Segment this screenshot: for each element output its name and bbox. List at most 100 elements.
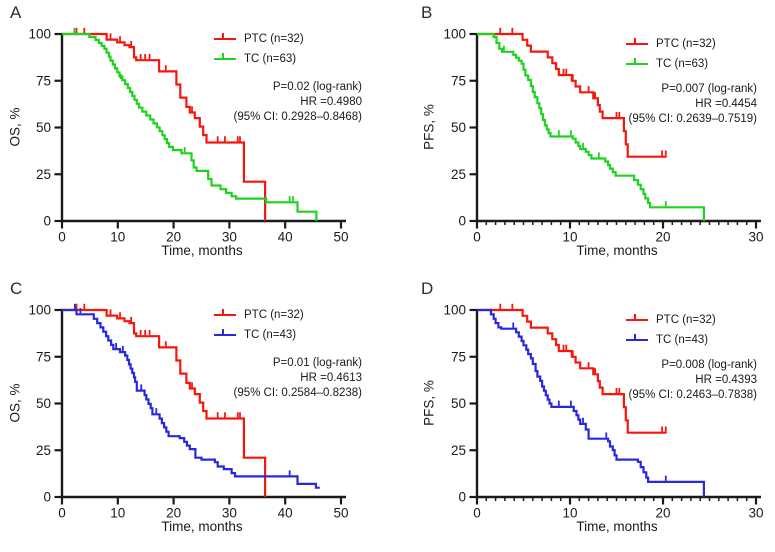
stats-annotation: P=0.02 (log-rank) HR =0.4980 (95% CI: 0.…	[233, 80, 362, 125]
legend-item-tc: TC (n=63)	[626, 54, 716, 74]
km-curve-ptc	[62, 308, 267, 497]
km-plot-d: 0 25 50 75 100 0 10 20 30	[443, 303, 763, 521]
x-axis-title: Time, months	[576, 243, 658, 258]
legend-line-tc-icon	[214, 329, 236, 337]
legend-label-ptc: PTC (n=32)	[656, 38, 716, 50]
x-tick-label: 0	[58, 506, 66, 521]
confidence-interval: (95% CI: 0.2463–0.7838)	[628, 389, 757, 401]
km-curve-tc	[477, 32, 705, 221]
y-tick-label: 100	[443, 303, 466, 318]
y-tick-label: 25	[451, 167, 466, 182]
x-tick-label: 0	[473, 230, 481, 245]
legend-label-tc: TC (n=43)	[656, 334, 709, 346]
legend-label-ptc: PTC (n=32)	[244, 33, 304, 45]
y-axis-title: PFS, %	[421, 104, 437, 150]
panel-d: D 0 25 50 75 100 0 10 20 30 PFS, % Time, months …	[388, 276, 775, 552]
x-tick-label: 10	[562, 230, 577, 245]
x-tick-label: 20	[655, 230, 670, 245]
x-axis-title: Time, months	[161, 519, 243, 534]
x-tick-label: 40	[278, 230, 293, 245]
legend-line-ptc-icon	[214, 309, 236, 317]
y-tick-label: 75	[451, 73, 466, 88]
x-tick-label: 30	[222, 230, 237, 245]
x-tick-label: 20	[166, 230, 181, 245]
legend-line-ptc-icon	[626, 38, 648, 46]
legend: PTC (n=32) TC (n=63)	[626, 34, 716, 74]
y-axis-title: OS, %	[7, 107, 23, 147]
y-tick-label: 50	[36, 120, 51, 135]
legend-label-ptc: PTC (n=32)	[244, 309, 304, 321]
panel-c: C 0 25 50 75 100 0 10 20 30 40 50 OS, % Time, mont…	[0, 276, 387, 552]
x-tick-label: 50	[333, 230, 348, 245]
x-tick-label: 30	[748, 506, 763, 521]
x-axis-title: Time, months	[161, 243, 243, 258]
x-tick-label: 40	[278, 506, 293, 521]
legend-label-tc: TC (n=43)	[244, 329, 297, 341]
legend-item-tc: TC (n=63)	[214, 49, 304, 69]
y-tick-label: 25	[36, 443, 51, 458]
x-axis-title: Time, months	[576, 519, 658, 534]
p-value: P=0.02 (log-rank)	[272, 81, 362, 93]
y-tick-label: 100	[28, 303, 51, 318]
km-curve-ptc	[477, 32, 667, 158]
x-tick-label: 10	[110, 230, 125, 245]
panel-label-c: C	[10, 279, 23, 298]
legend-item-ptc: PTC (n=32)	[626, 310, 716, 330]
x-tick-label: 0	[473, 506, 481, 521]
p-value: P=0.008 (log-rank)	[661, 359, 757, 371]
confidence-interval: (95% CI: 0.2928–0.8468)	[233, 111, 362, 123]
hazard-ratio: HR =0.4980	[300, 96, 362, 108]
y-tick-label: 0	[43, 490, 51, 505]
panel-a: A 0 25 50 75 100 0 10 20 30 40 50 OS, % Time, mont…	[0, 0, 387, 276]
legend: PTC (n=32) TC (n=43)	[214, 305, 304, 345]
legend: PTC (n=32) TC (n=63)	[214, 29, 304, 69]
stats-annotation: P=0.01 (log-rank) HR =0.4613 (95% CI: 0.…	[233, 356, 362, 401]
x-tick-label: 10	[562, 506, 577, 521]
y-tick-label: 0	[458, 490, 466, 505]
legend: PTC (n=32) TC (n=43)	[626, 310, 716, 350]
stats-annotation: P=0.007 (log-rank) HR =0.4454 (95% CI: 0…	[628, 82, 757, 127]
km-curve-tc	[62, 32, 318, 221]
hazard-ratio: HR =0.4613	[300, 372, 362, 384]
km-plot-c: 0 25 50 75 100 0 10 20 30 40 50	[28, 303, 348, 521]
panel-label-d: D	[421, 279, 434, 298]
y-tick-label: 0	[458, 214, 466, 229]
y-tick-label: 100	[443, 27, 466, 42]
legend-item-ptc: PTC (n=32)	[214, 29, 304, 49]
hazard-ratio: HR =0.4393	[695, 374, 757, 386]
hazard-ratio: HR =0.4454	[695, 98, 757, 110]
y-tick-label: 75	[451, 349, 466, 364]
x-tick-label: 30	[222, 506, 237, 521]
x-tick-label: 50	[333, 506, 348, 521]
p-value: P=0.007 (log-rank)	[661, 83, 757, 95]
panel-b: B 0 25 50 75 100 0 10 20 30 PFS, % Time, months …	[388, 0, 775, 276]
legend-line-tc-icon	[214, 53, 236, 61]
y-axis-title: OS, %	[7, 383, 23, 423]
x-tick-label: 0	[58, 230, 66, 245]
panel-label-b: B	[421, 3, 433, 22]
x-tick-label: 10	[110, 506, 125, 521]
legend-label-ptc: PTC (n=32)	[656, 314, 716, 326]
legend-label-tc: TC (n=63)	[244, 53, 297, 65]
y-tick-label: 50	[451, 120, 466, 135]
y-tick-label: 25	[36, 167, 51, 182]
y-tick-label: 25	[451, 443, 466, 458]
y-axis-title: PFS, %	[421, 380, 437, 426]
km-plot-b: 0 25 50 75 100 0 10 20 30	[443, 27, 763, 245]
x-tick-label: 20	[166, 506, 181, 521]
legend-line-tc-icon	[626, 334, 648, 342]
km-curve-ptc	[62, 32, 267, 221]
km-curve-tc	[62, 308, 320, 489]
km-curve-tc	[477, 308, 705, 497]
legend-line-tc-icon	[626, 58, 648, 66]
legend-item-tc: TC (n=43)	[626, 330, 716, 350]
stats-annotation: P=0.008 (log-rank) HR =0.4393 (95% CI: 0…	[628, 358, 757, 403]
legend-line-ptc-icon	[214, 33, 236, 41]
y-tick-label: 75	[36, 349, 51, 364]
km-plot-a: 0 25 50 75 100 0 10 20 30 40 50	[28, 27, 348, 245]
legend-label-tc: TC (n=63)	[656, 58, 709, 70]
legend-item-ptc: PTC (n=32)	[214, 305, 304, 325]
legend-line-ptc-icon	[626, 314, 648, 322]
x-tick-label: 30	[748, 230, 763, 245]
